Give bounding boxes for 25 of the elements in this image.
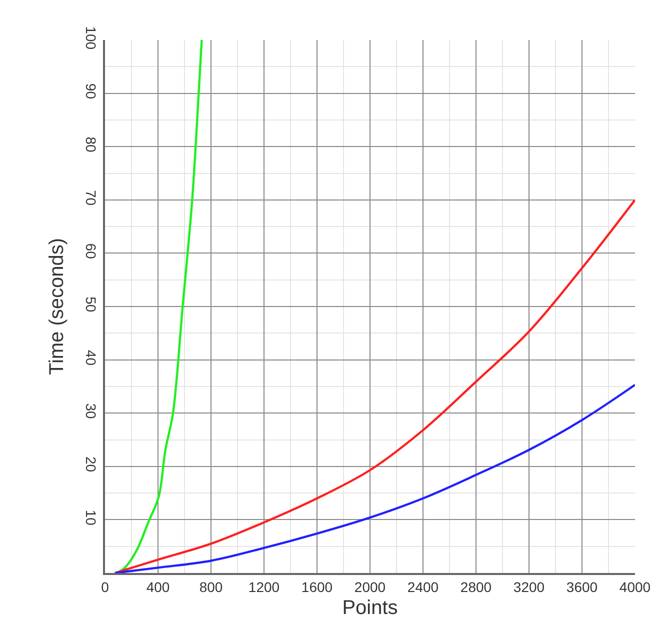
x-tick-label: 1200	[248, 578, 280, 595]
y-tick-label: 20	[83, 456, 100, 472]
y-tick-label: 60	[83, 243, 100, 260]
x-tick-label: 2400	[407, 578, 439, 595]
y-tick-label: 10	[83, 510, 100, 526]
x-tick-label: 0	[101, 578, 110, 595]
x-tick-label: 2000	[354, 578, 386, 595]
y-tick-label: 30	[83, 403, 100, 419]
y-tick-label: 100	[83, 26, 100, 50]
x-tick-label: 3600	[566, 578, 598, 595]
x-tick-label: 2800	[460, 578, 492, 595]
y-axis-title: Time (seconds)	[46, 238, 68, 376]
y-tick-label: 70	[83, 190, 100, 206]
x-tick-label: 3200	[513, 578, 545, 595]
y-tick-label: 80	[83, 136, 100, 152]
x-tick-label: 400	[146, 578, 170, 595]
x-tick-label: 1600	[301, 578, 333, 595]
line-series	[114, 198, 635, 573]
x-axis-title: Points	[342, 596, 398, 619]
line-series	[114, 384, 635, 573]
x-tick-label: 4000	[619, 578, 651, 595]
y-tick-label: 40	[83, 350, 100, 366]
y-tick-label: 50	[83, 296, 100, 312]
x-tick-label: 800	[199, 578, 223, 595]
y-tick-label: 90	[83, 83, 100, 100]
